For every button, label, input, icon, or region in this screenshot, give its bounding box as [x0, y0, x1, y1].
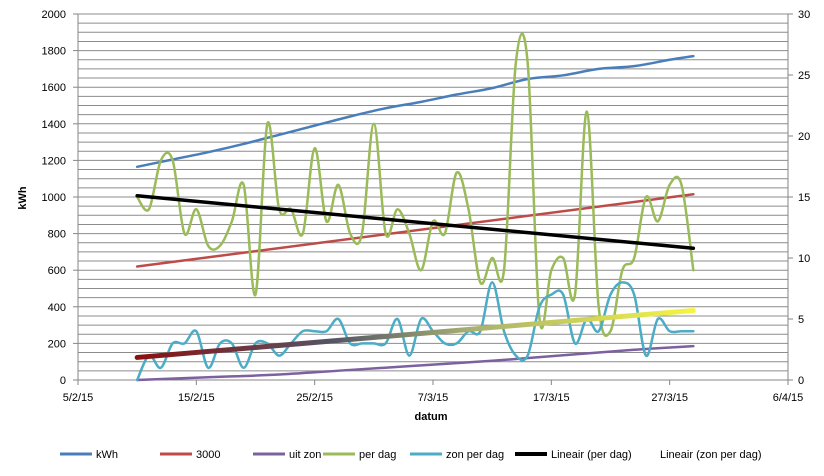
y-left-tick-label: 1800 [42, 46, 66, 58]
series-line-lineair-zon-per-dag [134, 307, 696, 360]
y-left-tick-label: 1000 [42, 192, 66, 204]
y-right-tick-label: 0 [798, 375, 804, 387]
legend-label: Lineair (zon per dag) [660, 449, 762, 461]
series-group [134, 32, 696, 382]
y-left-tick-label: 200 [48, 338, 66, 350]
y-left-tick-label: 400 [48, 302, 66, 314]
x-tick-label: 6/4/15 [773, 392, 804, 404]
y-left-tick-label: 800 [48, 229, 66, 241]
series-line-uit-zon [135, 344, 695, 382]
legend-label: Lineair (per dag) [551, 449, 632, 461]
series-line-per-dag [135, 32, 695, 338]
y-left-tick-label: 1400 [42, 119, 66, 131]
y-right-tick-label: 10 [798, 253, 810, 265]
legend-label: zon per dag [446, 449, 504, 461]
x-tick-label: 5/2/15 [63, 392, 94, 404]
series-line-lineair-per-dag [135, 194, 696, 250]
x-tick-label: 27/3/15 [651, 392, 688, 404]
x-tick-label: 7/3/15 [418, 392, 449, 404]
y-right-tick-label: 25 [798, 70, 810, 82]
y-right-tick-label: 30 [798, 9, 810, 21]
series-line-3000 [135, 193, 695, 268]
legend-label: kWh [96, 449, 118, 461]
tick-labels: 0 200 400 600 800 1000 1200 1400 1600 1800 2000 0 5 1… [42, 9, 811, 404]
series-line-kwh [135, 54, 695, 169]
y-left-tick-label: 1200 [42, 155, 66, 167]
y-right-tick-label: 20 [798, 131, 810, 143]
y-right-tick-label: 5 [798, 314, 804, 326]
legend-label: uit zon [289, 449, 321, 461]
legend-label: 3000 [196, 449, 220, 461]
x-tick-label: 15/2/15 [178, 392, 215, 404]
legend: kWh 3000 uit zon per dag zon per dag Lineair … [60, 449, 762, 461]
x-axis-title: datum [415, 411, 448, 423]
x-tick-label: 17/3/15 [533, 392, 570, 404]
y-right-tick-label: 15 [798, 192, 810, 204]
series-line-zon-per-dag [135, 281, 695, 382]
x-tick-label: 25/2/15 [296, 392, 333, 404]
axes [73, 13, 793, 385]
y-left-tick-label: 600 [48, 265, 66, 277]
y-axis-title: kWh [17, 186, 29, 210]
legend-label: per dag [359, 449, 396, 461]
y-left-tick-label: 2000 [42, 9, 66, 21]
y-left-tick-label: 0 [60, 375, 66, 387]
y-left-tick-label: 1600 [42, 82, 66, 94]
